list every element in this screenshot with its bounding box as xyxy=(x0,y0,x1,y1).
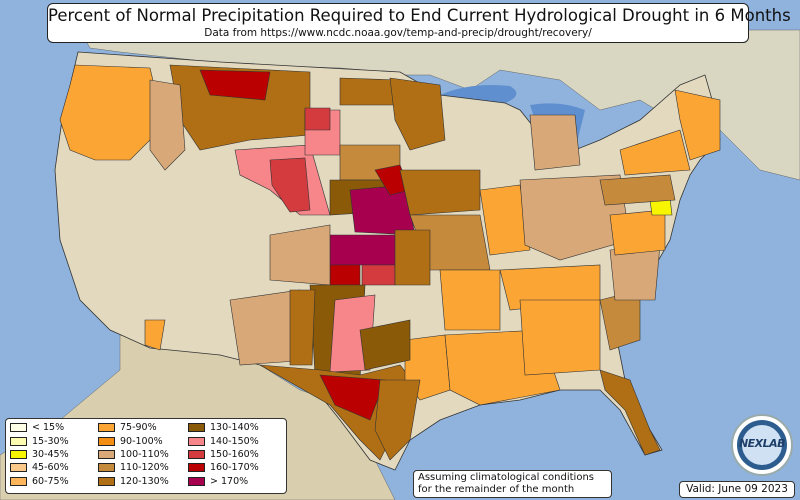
legend-swatch xyxy=(98,436,115,446)
region-oh-valley xyxy=(519,174,631,261)
legend-item: 140-150% xyxy=(188,434,288,447)
region-ks-magenta xyxy=(329,234,406,266)
region-tx-coast xyxy=(374,379,421,461)
legend-item: 100-110% xyxy=(98,448,188,461)
legend-item: 90-100% xyxy=(98,434,188,447)
legend-item: 130-140% xyxy=(188,421,288,434)
legend-label: 60-75% xyxy=(32,475,69,487)
region-wy-red xyxy=(269,157,311,213)
legend-label: > 170% xyxy=(210,475,249,487)
nexlab-logo: NEXLAB xyxy=(731,414,793,476)
legend-label: 75-90% xyxy=(120,422,157,434)
legend-item: 60-75% xyxy=(10,475,98,488)
region-ia-orange xyxy=(399,169,481,216)
legend-swatch xyxy=(188,476,205,486)
legend-label: 120-130% xyxy=(120,475,169,487)
valid-date: Valid: June 09 2023 xyxy=(679,481,795,498)
region-va-orange xyxy=(609,209,666,256)
legend-swatch xyxy=(10,463,27,473)
legend-item: 160-170% xyxy=(188,461,288,474)
legend-swatch xyxy=(10,436,27,446)
region-id-tan xyxy=(149,79,186,171)
region-mi-tan xyxy=(529,114,581,171)
legend-label: 110-120% xyxy=(120,462,169,474)
assumption-note: Assuming climatological conditions for t… xyxy=(413,470,612,498)
legend-label: 15-30% xyxy=(32,435,69,447)
region-ok-red xyxy=(361,264,396,286)
legend-item: 15-30% xyxy=(10,434,98,447)
legend-item: 45-60% xyxy=(10,461,98,474)
legend-item: 110-120% xyxy=(98,461,188,474)
legend-swatch xyxy=(98,423,115,433)
legend-label: 160-170% xyxy=(210,462,259,474)
legend-swatch xyxy=(10,449,27,459)
legend-label: 100-110% xyxy=(120,448,169,460)
title-box: Percent of Normal Precipitation Required… xyxy=(47,3,791,43)
region-pa-brown xyxy=(599,174,676,206)
legend-label: 140-150% xyxy=(210,435,259,447)
legend-swatch xyxy=(10,476,27,486)
region-ks-brown-east xyxy=(394,229,431,286)
region-nm-west-brown xyxy=(289,289,316,366)
legend-item: < 15% xyxy=(10,421,98,434)
region-ny-orange xyxy=(619,129,691,176)
legend-swatch xyxy=(188,463,205,473)
legend-label: 130-140% xyxy=(210,422,259,434)
region-az-orange xyxy=(144,319,166,351)
legend-swatch xyxy=(98,463,115,473)
region-al-orange xyxy=(519,299,601,376)
region-mn-brown xyxy=(389,77,446,151)
map-subtitle: Data from https://www.ncdc.noaa.gov/temp… xyxy=(204,27,592,39)
legend-label: 30-45% xyxy=(32,448,69,460)
region-il-orange xyxy=(479,184,531,256)
legend-label: < 15% xyxy=(32,422,65,434)
map-title: Percent of Normal Precipitation Required… xyxy=(48,6,791,25)
legend-label: 45-60% xyxy=(32,462,69,474)
legend-item: 30-45% xyxy=(10,448,98,461)
legend-item: 120-130% xyxy=(98,475,188,488)
region-sd-red xyxy=(304,107,331,131)
legend-item: 150-160% xyxy=(188,448,288,461)
note-line-1: Assuming climatological conditions xyxy=(418,472,594,483)
legend-swatch xyxy=(98,449,115,459)
globe-icon xyxy=(742,425,782,465)
region-new-england xyxy=(674,89,721,161)
region-ks-red xyxy=(329,264,361,286)
region-ok-brown xyxy=(359,319,411,371)
logo-text: NEXLAB xyxy=(738,437,786,450)
legend-swatch xyxy=(188,436,205,446)
legend-item: 75-90% xyxy=(98,421,188,434)
region-fl-brown xyxy=(599,369,661,456)
legend-item: > 170% xyxy=(188,475,288,488)
legend-swatch xyxy=(10,423,27,433)
region-co-tan xyxy=(269,224,331,286)
legend-swatch xyxy=(188,449,205,459)
region-mt-red xyxy=(199,69,271,101)
region-ar-orange xyxy=(439,269,501,331)
note-line-2: for the remainder of the month xyxy=(418,484,575,495)
legend-swatch xyxy=(188,423,205,433)
region-tx-red xyxy=(319,374,386,421)
legend: < 15% 15-30% 30-45% 45-60% 60-75% 75-90% 90-10… xyxy=(5,418,287,494)
legend-label: 90-100% xyxy=(120,435,163,447)
legend-swatch xyxy=(98,476,115,486)
legend-label: 150-160% xyxy=(210,448,259,460)
